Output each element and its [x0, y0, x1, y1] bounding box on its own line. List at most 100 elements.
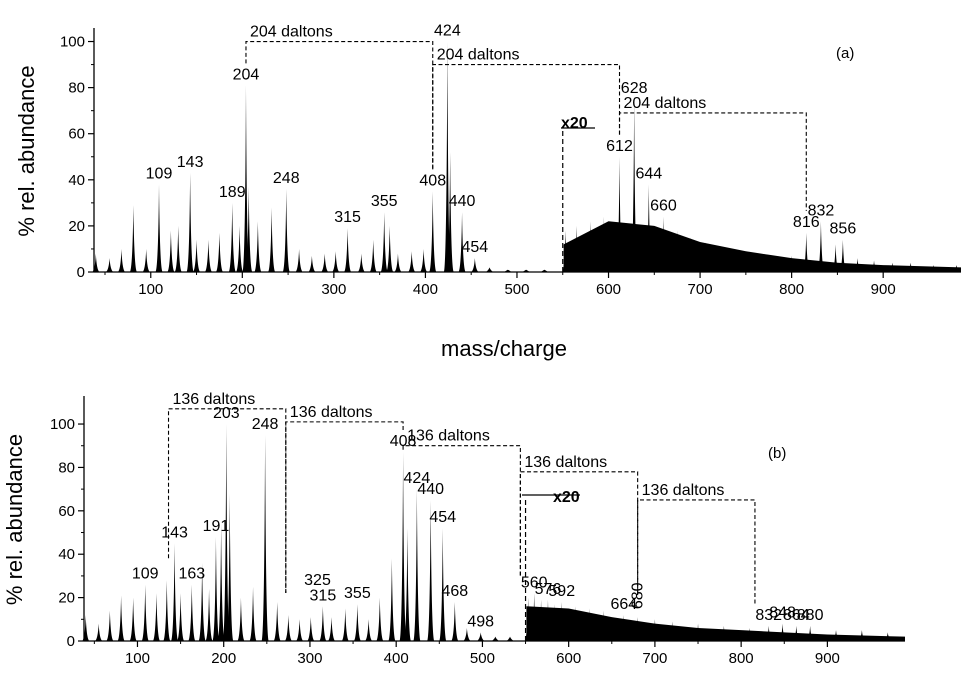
- peak-label: 424: [434, 23, 461, 40]
- spectrum-peak-zoomed: [907, 262, 915, 272]
- spectrum-peak: [343, 228, 352, 272]
- y-tick-label: 40: [58, 546, 75, 563]
- spectrum-peak: [92, 253, 100, 272]
- spectrum-peak: [186, 172, 194, 272]
- spectrum-peak-zoomed: [858, 630, 866, 641]
- spectrum-peak: [307, 617, 315, 641]
- spectrum-peak: [341, 608, 349, 641]
- spectrum-peak: [235, 225, 244, 272]
- spectrum-peak-zoomed: [884, 632, 892, 641]
- peak-label: 355: [344, 585, 371, 602]
- spectrum-peak-zoomed: [558, 601, 566, 641]
- peak-label: 454: [429, 509, 456, 526]
- spectrum-peak-zoomed: [792, 625, 800, 641]
- spectrum-peak-zoomed: [599, 610, 607, 641]
- spectrum-peak: [228, 202, 236, 272]
- spectrum-peak: [105, 258, 114, 272]
- spectrum-peak: [204, 239, 213, 272]
- x-tick-label: 800: [729, 650, 754, 667]
- spectrum-peak: [167, 230, 175, 272]
- x-tick-label: 200: [230, 281, 255, 298]
- spectrum-peak: [245, 186, 253, 272]
- y-axis-title: % rel. abundance: [14, 65, 39, 236]
- spectrum-peak: [268, 207, 276, 272]
- peak-label: 664: [611, 596, 638, 613]
- peak-label: 848: [769, 605, 796, 622]
- spectrum-peak: [451, 601, 459, 641]
- spectrum-peak-zoomed: [778, 623, 787, 641]
- spectrum-peak: [369, 239, 377, 272]
- spectrum-peak: [174, 225, 182, 272]
- spectrum-peak: [485, 267, 494, 272]
- peak-label: 109: [146, 165, 173, 182]
- spectrum-peak-zoomed: [544, 599, 552, 641]
- spectrum-panel-b: x20 136 daltons 136 daltons 136 daltons 136 …: [2, 391, 905, 667]
- spectrum-peak-zoomed: [668, 621, 676, 641]
- spectrum-peak: [254, 221, 262, 272]
- spectrum-peak: [176, 593, 185, 641]
- spectrum-peak: [129, 205, 137, 272]
- x-tick-label: 500: [470, 650, 495, 667]
- dalton-bracket: [402, 445, 521, 576]
- spectrum-peak-zoomed: [651, 619, 659, 641]
- spectrum-peak: [308, 255, 316, 272]
- spectrum-peak: [458, 212, 466, 272]
- spectrum-peak: [106, 610, 114, 641]
- spectrum-peak: [408, 251, 416, 272]
- spectrum-peak: [170, 543, 179, 641]
- peak-label: 424: [404, 470, 431, 487]
- peak-label: 680: [630, 582, 647, 609]
- spectrum-peak-zoomed: [765, 625, 773, 641]
- spectrum-peak: [222, 424, 230, 641]
- dalton-bracket: [618, 112, 807, 211]
- spectrum-peak-zoomed: [806, 625, 814, 641]
- spectrum-peak: [353, 604, 361, 641]
- spectrum-peak: [327, 617, 336, 641]
- x-tick-label: 500: [504, 281, 529, 298]
- spectrum-peak-zoomed: [585, 608, 593, 641]
- y-tick-label: 0: [77, 264, 85, 281]
- peak-label: 454: [462, 239, 489, 256]
- peak-label: 109: [132, 566, 159, 583]
- dalton-bracket-label: 136 daltons: [642, 482, 725, 499]
- spectrum-peak: [388, 558, 396, 641]
- spectrum-peak: [357, 253, 365, 272]
- spectrum-peak: [217, 523, 225, 641]
- dalton-bracket: [285, 421, 404, 593]
- spectrum-peak: [295, 248, 303, 272]
- spectrum-peak: [117, 595, 125, 641]
- spectrum-peak: [446, 152, 454, 272]
- spectrum-peak: [477, 632, 485, 641]
- peak-label: 191: [203, 518, 230, 535]
- spectrum-peak: [376, 597, 384, 641]
- peak-label: 440: [417, 481, 444, 498]
- spectrum-peak-zoomed: [659, 216, 668, 272]
- peak-label: 816: [793, 214, 820, 231]
- spectrum-peak: [491, 636, 499, 641]
- spectrum-peak-zoomed: [673, 230, 681, 272]
- spectrum-peak: [141, 584, 149, 641]
- spectrum-peak-zoomed: [701, 242, 710, 272]
- peak-label: 832: [755, 607, 782, 624]
- spectrum-peak: [163, 580, 171, 641]
- spectrum-peak-zoomed: [524, 597, 532, 641]
- spectrum-peak: [506, 636, 514, 641]
- spectrum-peak: [205, 588, 213, 641]
- spectrum-peak-zoomed: [645, 184, 653, 272]
- spectrum-peak: [237, 597, 245, 641]
- peak-label: 204: [233, 66, 260, 83]
- peak-label: 408: [390, 433, 417, 450]
- x-tick-label: 400: [384, 650, 409, 667]
- spectrum-peak-zoomed: [586, 221, 594, 272]
- spectrum-peak-zoomed: [720, 625, 728, 641]
- panel-label: (b): [768, 445, 786, 462]
- spectrum-peak-zoomed: [561, 230, 570, 272]
- spectrum-peak-zoomed: [802, 232, 810, 272]
- spectrum-peak-zoomed: [630, 99, 638, 273]
- x-tick-label: 900: [871, 281, 896, 298]
- spectrum-peak: [192, 239, 201, 272]
- spectrum-peak-zoomed: [694, 623, 702, 641]
- zoom-region-fill: [563, 221, 961, 272]
- peak-label: 440: [449, 193, 476, 210]
- spectrum-peak: [261, 434, 269, 641]
